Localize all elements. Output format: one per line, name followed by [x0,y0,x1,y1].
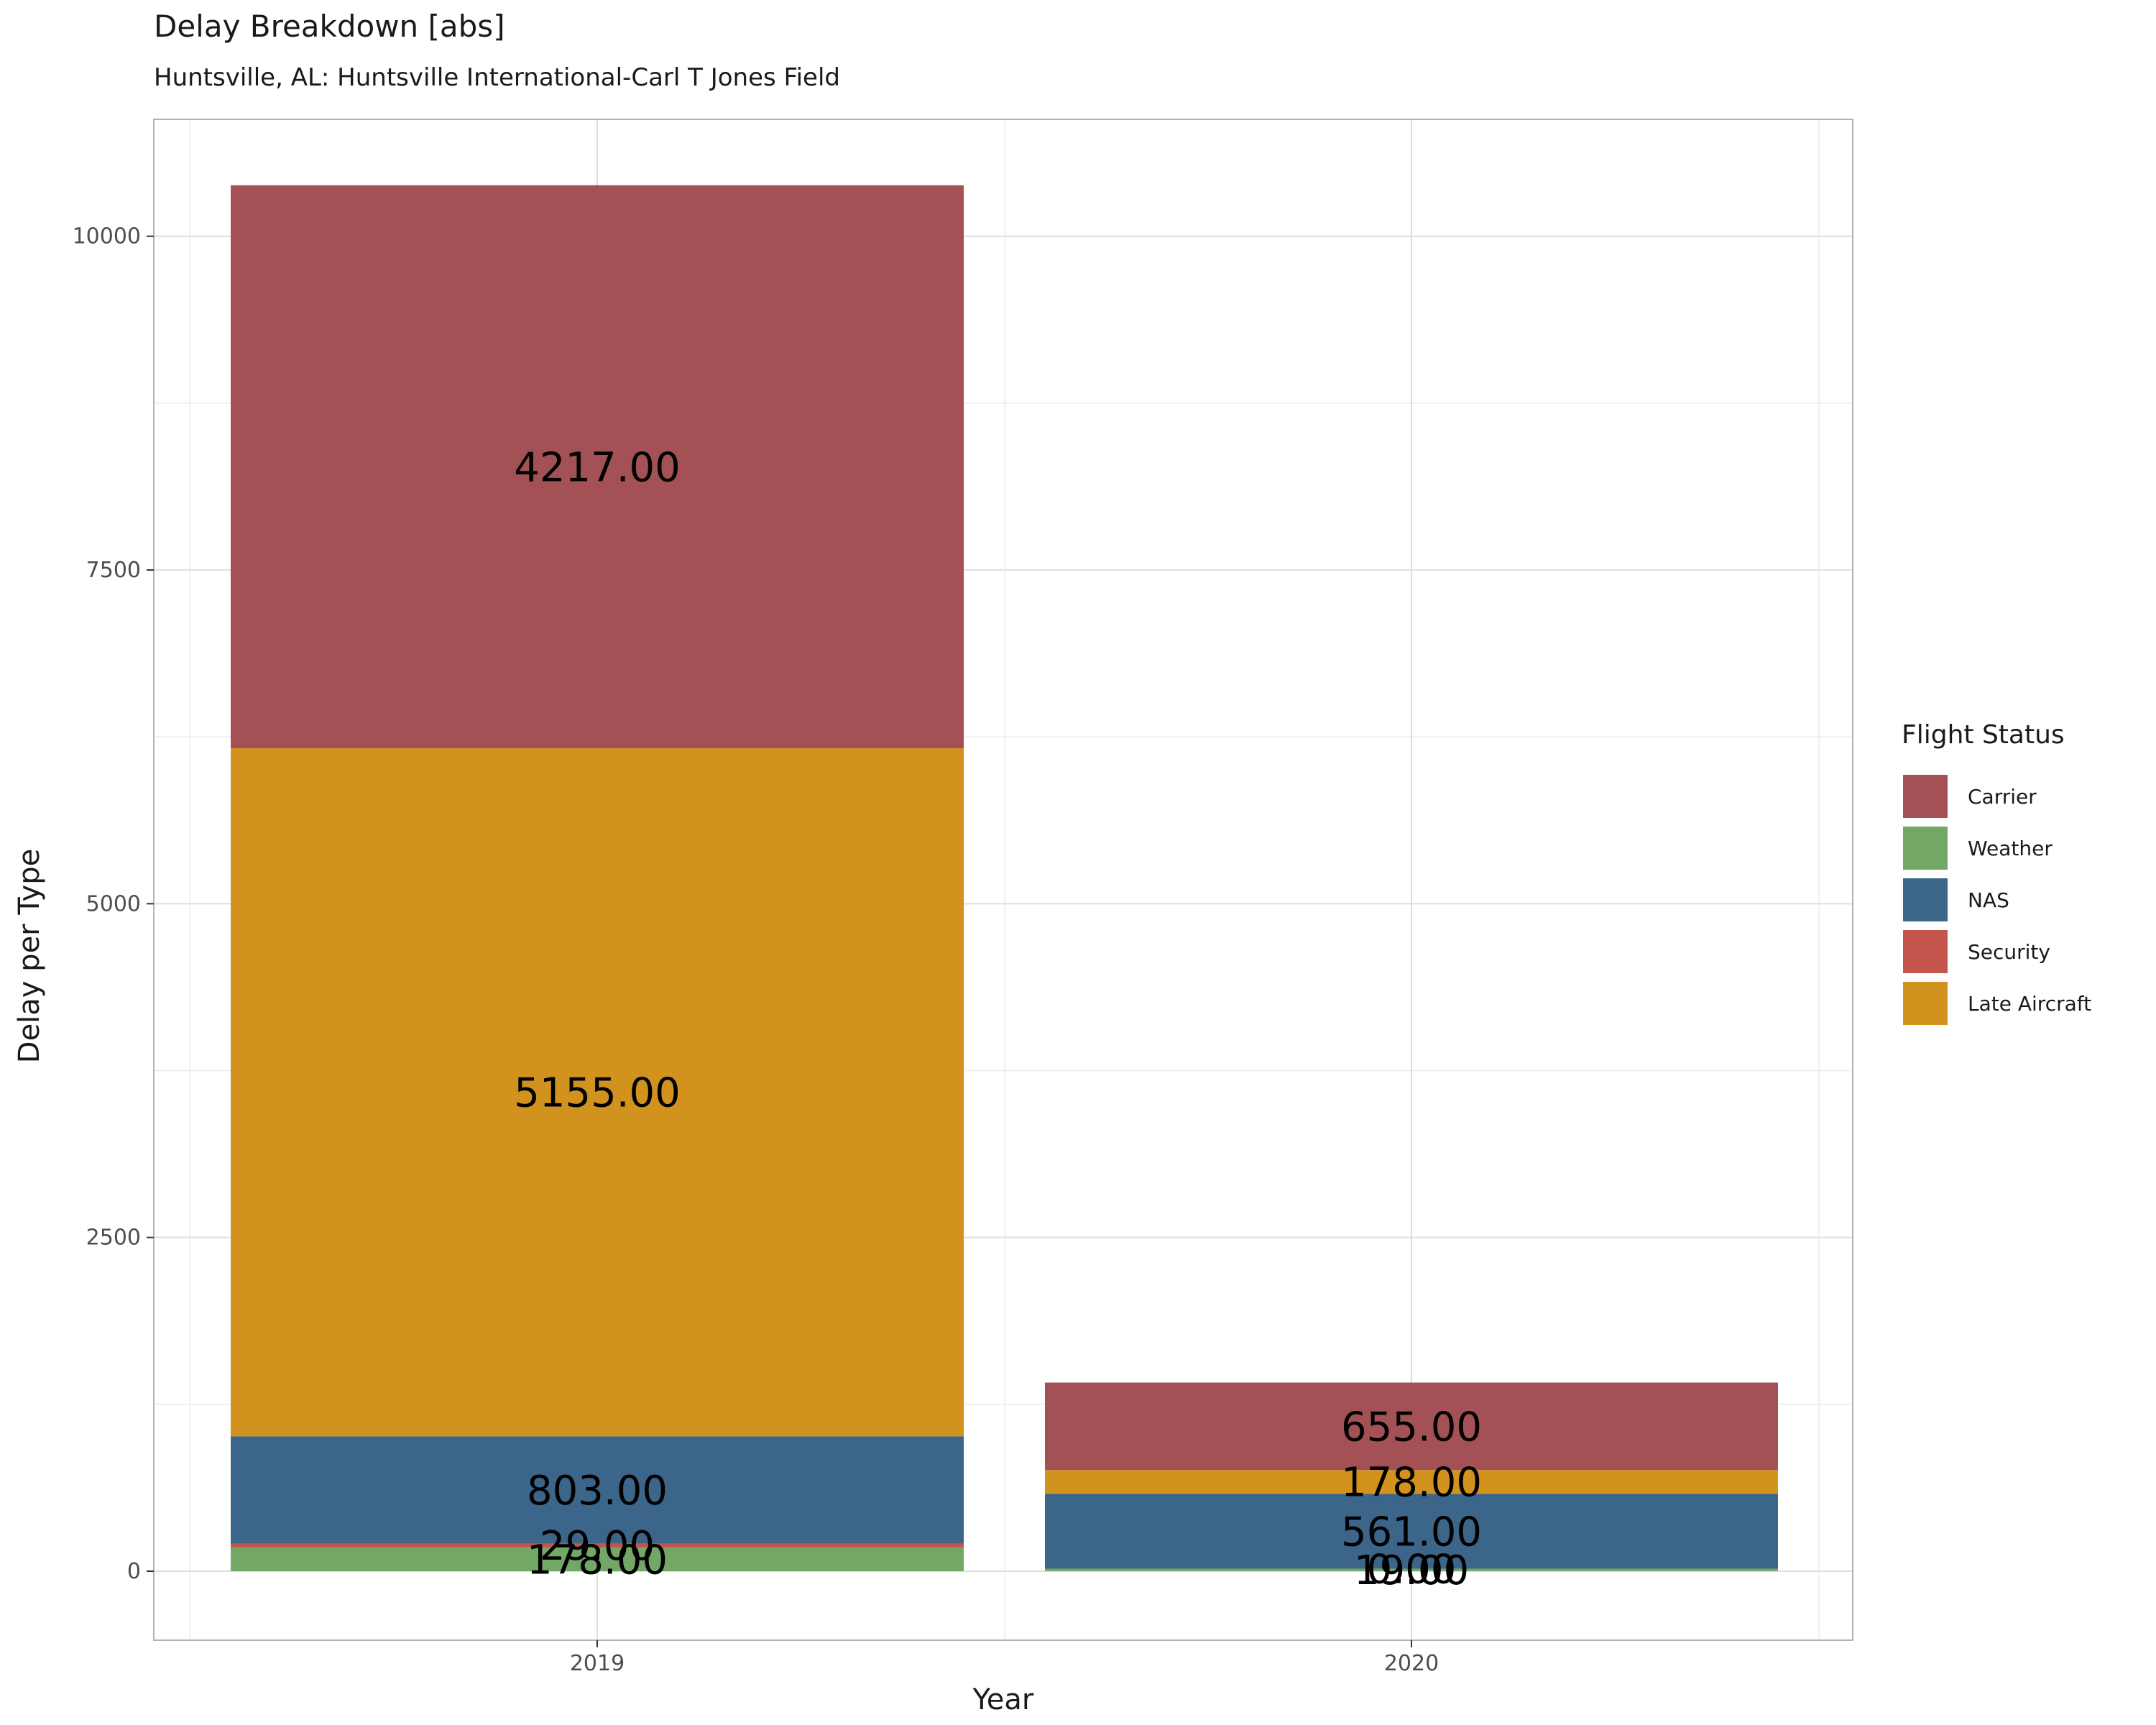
y-tick-label: 10000 [73,224,141,249]
data-label-weather-2020: 19.00 [1354,1547,1469,1594]
y-tick-label: 0 [127,1559,141,1584]
legend-title: Flight Status [1902,720,2065,750]
chart-title: Delay Breakdown [abs] [154,9,505,44]
y-tick-label: 5000 [86,891,141,916]
bar-segment-nas-2019 [231,1436,964,1544]
legend-item-label: Weather [1968,836,2053,860]
y-axis-label: Delay per Type [13,849,46,1063]
legend-item-label: Late Aircraft [1968,991,2092,1016]
data-label-carrier-2020: 655.00 [1341,1404,1482,1450]
x-tick-label: 2019 [570,1651,625,1676]
bar-segment-carrier-2019 [231,185,964,748]
bar-segment-late-aircraft-2020 [1045,1470,1778,1494]
x-tick-label: 2020 [1384,1651,1439,1676]
legend-item-weather: Weather [1902,825,2053,871]
data-label-weather-2019: 178.00 [527,1537,668,1583]
data-label-nas-2019: 803.00 [527,1468,668,1514]
bar-segment-weather-2019 [231,1547,964,1571]
bar-segment-carrier-2020 [1045,1382,1778,1471]
bar-segment-nas-2020 [1045,1494,1778,1569]
legend-item-label: Carrier [1968,784,2037,809]
data-label-nas-2020: 561.00 [1341,1509,1482,1555]
legend-key-swatch [1902,980,1949,1026]
bar-data-labels: 178.0029.00803.005155.004217.0019.000.00… [514,444,1482,1594]
legend-key-swatch [1902,877,1949,923]
data-label-late-aircraft-2019: 5155.00 [514,1070,681,1117]
y-tick-label: 2500 [86,1225,141,1251]
y-axis-ticks: 0 2500 5000 7500 10000 [73,224,154,1584]
legend-key-swatch [1902,929,1949,975]
legend-item-label: NAS [1968,888,2009,912]
bar-segment-late-aircraft-2019 [231,748,964,1437]
y-tick-label: 7500 [86,558,141,583]
legend-key-swatch [1902,825,1949,871]
data-label-security-2020: 0.00 [1367,1546,1457,1593]
x-axis-label: Year [972,1683,1034,1716]
chart-subtitle: Huntsville, AL: Huntsville International… [154,63,841,92]
legend-item-carrier: Carrier [1902,773,2037,819]
x-axis-ticks: 2019 2020 [570,1640,1439,1676]
bar-segment-security-2019 [231,1543,964,1547]
bar-segment-weather-2020 [1045,1568,1778,1571]
data-label-late-aircraft-2020: 178.00 [1341,1460,1482,1506]
bars [231,185,1778,1571]
data-label-carrier-2019: 4217.00 [514,444,681,491]
legend-item-nas: NAS [1902,877,2009,923]
legend-item-label: Security [1968,939,2050,964]
data-label-security-2019: 29.00 [540,1523,655,1570]
legend-item-late-aircraft: Late Aircraft [1902,980,2091,1026]
plot-panel-border [153,119,1853,1641]
legend-item-security: Security [1902,929,2050,975]
legend-key-swatch [1902,773,1949,819]
